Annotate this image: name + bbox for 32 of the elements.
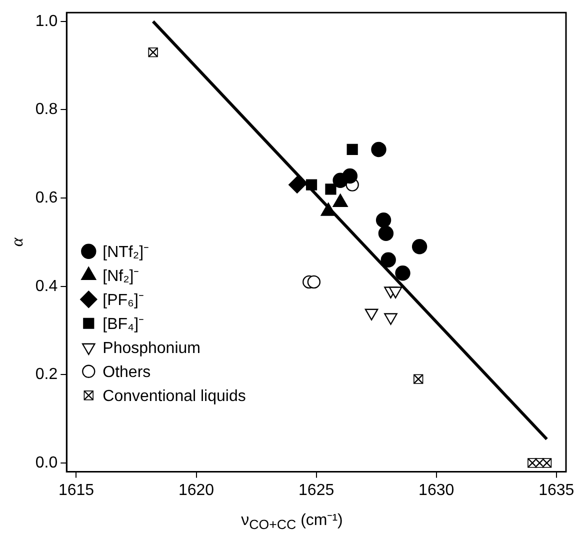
- point: [346, 144, 358, 156]
- x-tick-label: 1615: [58, 482, 94, 499]
- point: [378, 226, 394, 241]
- legend-label: Conventional liquids: [102, 388, 246, 405]
- point: [306, 179, 318, 190]
- x-axis-title: ν$_{CO+CC}$ (cm⁻¹): [240, 511, 344, 532]
- point: [371, 142, 386, 158]
- y-tick-label: 0.4: [35, 278, 58, 295]
- x-tick-label: 1620: [178, 482, 214, 499]
- legend-label: [BF₄]⁻: [102, 316, 144, 333]
- y-axis-title: α: [8, 236, 27, 247]
- y-tick-label: 1.0: [35, 12, 58, 30]
- y-tick-label: 0.0: [35, 454, 58, 472]
- x-tick-label: 1630: [418, 482, 454, 499]
- point: [307, 275, 321, 289]
- legend-label: Phosphonium: [102, 340, 200, 357]
- point: [332, 172, 348, 188]
- y-tick-label: 0.2: [35, 366, 58, 384]
- point: [325, 184, 336, 195]
- x-tick-label: 1635: [538, 482, 574, 499]
- legend-label: [PF₆]⁻: [102, 292, 144, 309]
- legend-label: [Nf₂]⁻: [102, 268, 139, 285]
- point: [380, 252, 396, 268]
- point: [376, 212, 392, 228]
- point: [412, 239, 428, 254]
- x-tick-label: 1625: [298, 482, 334, 499]
- point: [288, 176, 306, 194]
- legend-label: Others: [102, 364, 151, 381]
- point: [395, 266, 410, 281]
- legend-label: [NTf₂]⁻: [102, 244, 149, 261]
- y-tick-label: 0.8: [35, 101, 58, 118]
- y-tick-label: 0.6: [35, 189, 58, 206]
